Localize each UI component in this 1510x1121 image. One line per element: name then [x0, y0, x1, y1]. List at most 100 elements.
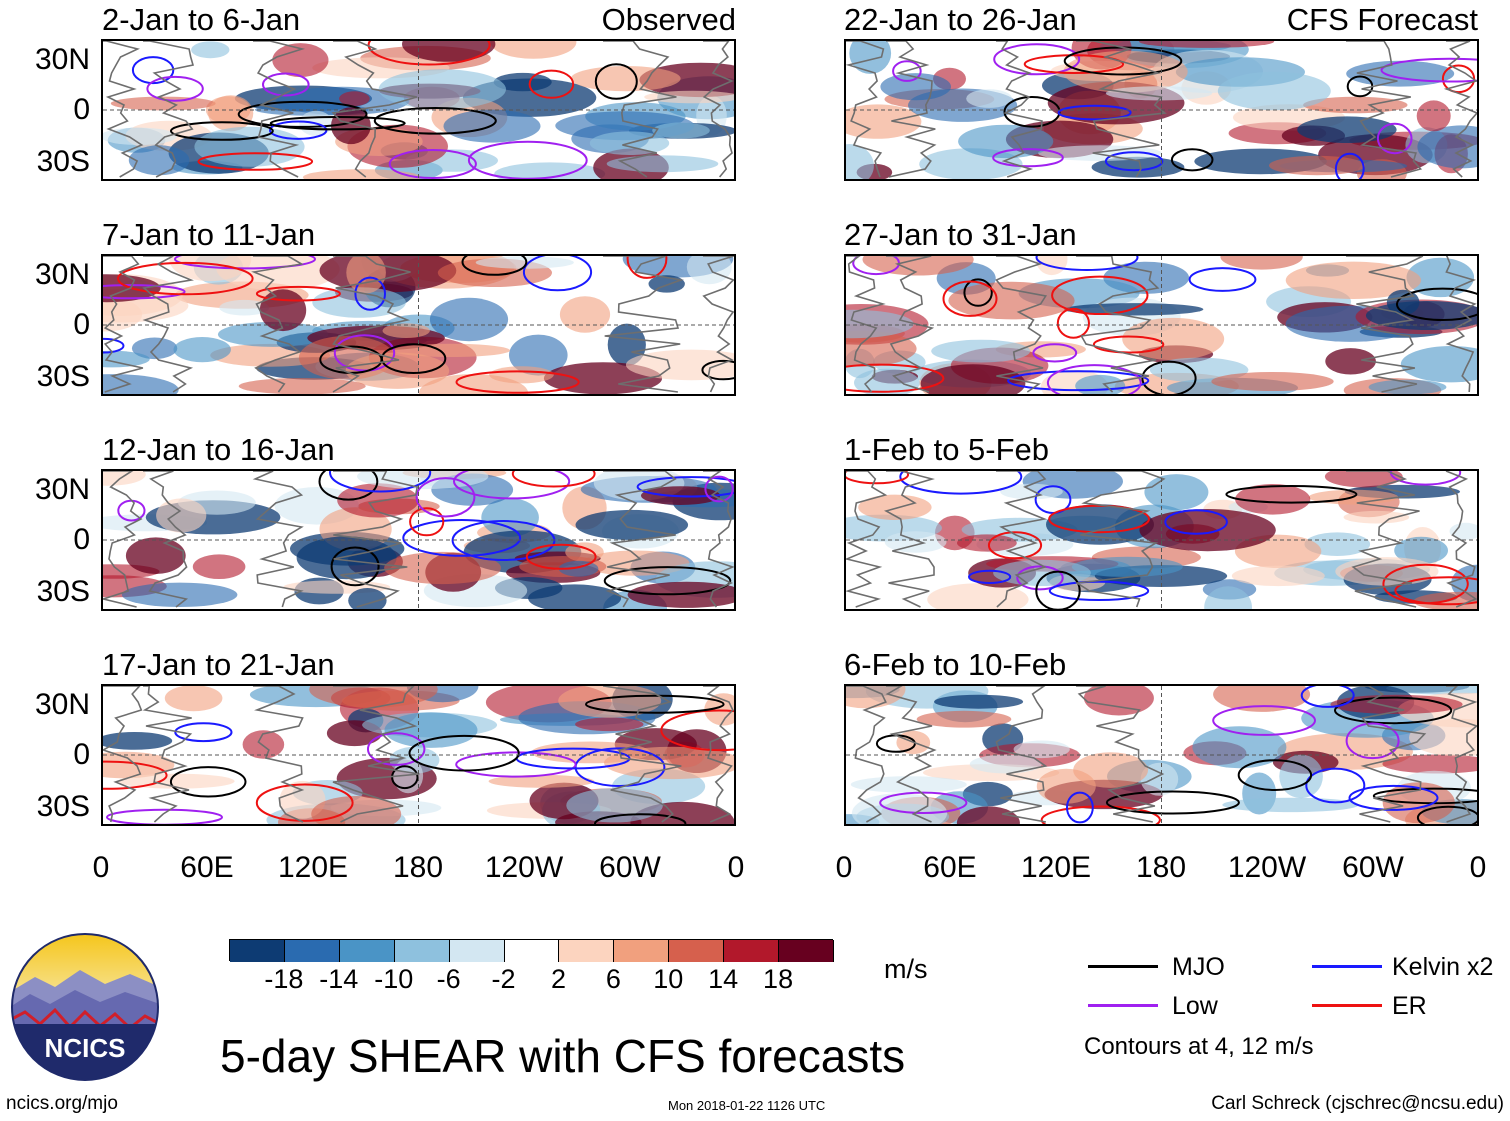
logo-text: NCICS — [45, 1033, 126, 1063]
shear-blob — [969, 754, 1042, 774]
colorbar-tick-label: -6 — [436, 964, 461, 994]
contour-line — [1212, 705, 1317, 736]
contour-line — [1348, 784, 1439, 811]
shear-blob — [850, 776, 967, 793]
footer-url[interactable]: ncics.org/mjo — [6, 1093, 118, 1114]
colorbar-tick-label: -10 — [374, 964, 414, 994]
panel-title-fcst-1: 22-Jan to 26-Jan — [844, 2, 1077, 37]
map-panel-obs-4 — [101, 684, 736, 826]
shear-blob — [156, 498, 207, 533]
coastline — [603, 256, 684, 393]
shear-blob — [934, 694, 1024, 709]
shear-blob — [846, 309, 914, 339]
panel-title-fcst-3: 1-Feb to 5-Feb — [844, 432, 1050, 467]
coastline — [603, 41, 677, 178]
map-panel-fcst-4 — [844, 684, 1479, 826]
shear-blob — [862, 256, 974, 276]
ncics-logo[interactable]: NCICS — [10, 932, 160, 1082]
contour-line — [968, 569, 1012, 585]
coastline — [1445, 471, 1477, 608]
lat-tick-label: 30S — [36, 575, 90, 608]
coastline — [333, 471, 419, 608]
shear-field — [846, 256, 1477, 394]
footer-timestamp: Mon 2018-01-22 1126 UTC — [668, 1098, 826, 1113]
contour-line — [415, 477, 476, 518]
contour-line — [318, 471, 379, 501]
coastline — [1445, 256, 1477, 393]
contour-line — [1396, 287, 1477, 321]
shear-blob — [854, 368, 920, 394]
map-panel-fcst-2 — [844, 254, 1479, 396]
legend-label-mjo: MJO — [1172, 953, 1225, 981]
coastline — [143, 41, 195, 178]
contour-line — [525, 543, 597, 570]
shear-blob — [846, 144, 874, 179]
coastline — [331, 41, 418, 178]
contour-line — [594, 63, 638, 100]
lat-tick-label: 0 — [73, 523, 90, 556]
shear-blob — [849, 41, 892, 74]
coastline — [1346, 256, 1424, 393]
contour-line — [1057, 104, 1132, 121]
colorbar-tick-label: -2 — [491, 964, 516, 994]
coastline — [846, 256, 886, 393]
shear-blob — [1139, 41, 1275, 48]
contour-line — [255, 285, 341, 302]
shear-blob — [927, 583, 1029, 609]
panel-title-obs-2: 7-Jan to 11-Jan — [102, 217, 316, 252]
shear-blob — [846, 104, 922, 139]
contour-line — [585, 694, 725, 714]
colorbar-tick-label: 14 — [708, 964, 739, 994]
map-panel-obs-1 — [101, 39, 736, 181]
lon-tick-label: 180 — [1135, 851, 1187, 884]
shear-blob — [1394, 536, 1448, 565]
shear-blob — [191, 41, 230, 59]
colorbar-swatch — [339, 940, 395, 962]
lon-tick-label: 60E — [180, 851, 234, 884]
shear-blob — [858, 494, 932, 520]
contour-line — [528, 69, 575, 99]
coastline — [995, 256, 1048, 393]
lon-tick-label: 120E — [1020, 851, 1092, 884]
colorbar-units: m/s — [884, 954, 928, 984]
lon-tick-label: 120W — [484, 851, 564, 884]
coastline — [702, 256, 734, 393]
shear-blob — [493, 72, 552, 92]
map-panel-obs-2 — [101, 254, 736, 396]
shear-blob — [1335, 557, 1439, 586]
shear-field — [103, 686, 734, 824]
shear-blob — [494, 162, 606, 179]
coastline — [883, 471, 935, 608]
shear-blob — [192, 554, 246, 579]
colorbar-swatch — [394, 940, 450, 962]
column-label-forecast: CFS Forecast — [1286, 2, 1478, 37]
colorbar-tick-label: 10 — [653, 964, 684, 994]
contour-line — [1051, 275, 1149, 315]
shear-blob — [559, 296, 611, 333]
contour-line — [1007, 370, 1150, 392]
contour-line — [197, 152, 314, 171]
legend-line-kelvin — [1312, 965, 1382, 968]
colorbar-swatch — [559, 940, 615, 962]
shear-blob — [509, 334, 568, 376]
lon-tick-label: 0 — [727, 851, 745, 884]
shear-blob — [1279, 754, 1323, 799]
shear-blob — [1122, 317, 1225, 361]
lon-tick-label: 0 — [835, 851, 853, 884]
contour-line — [1048, 504, 1151, 534]
contour-line — [367, 732, 426, 766]
shear-blob — [652, 122, 710, 139]
panel-title-obs-4: 17-Jan to 21-Jan — [102, 647, 335, 682]
lat-tick-label: 0 — [73, 738, 90, 771]
shear-blob — [1222, 797, 1359, 813]
shear-blob — [488, 774, 595, 788]
shear-blob — [581, 550, 690, 576]
lat-tick-label: 30N — [34, 473, 90, 506]
shear-blob — [382, 323, 430, 338]
contour-line — [1105, 790, 1240, 815]
shear-blob — [1204, 586, 1252, 609]
coastline — [703, 686, 734, 823]
contour-line — [963, 278, 993, 307]
shear-blob — [402, 41, 496, 62]
coastline — [103, 471, 143, 608]
